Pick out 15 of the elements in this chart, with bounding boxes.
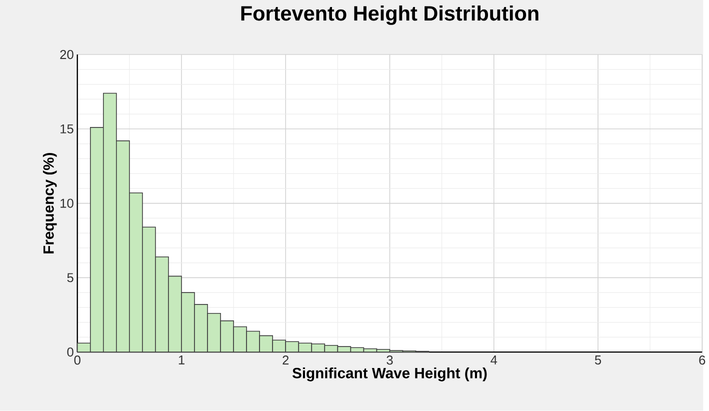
y-tick-label: 0 [67,348,74,357]
x-axis-title: Significant Wave Height (m) [292,368,487,382]
y-axis-title: Frequency (%) [42,153,57,254]
y-tick-label: 20 [60,50,74,60]
y-tick-label: 5 [67,273,74,282]
x-tick-label: 6 [699,356,706,365]
chart-title: Fortevento Height Distribution [241,6,538,26]
x-tick-label: 0 [74,356,80,365]
x-tick-label: 5 [594,356,602,365]
x-tick-label: 2 [282,356,289,365]
x-tick-label: 3 [386,356,393,365]
x-tick-label: 4 [490,356,498,365]
y-tick-label: 15 [60,124,74,134]
y-tick-label: 10 [60,198,74,208]
x-tick-label: 1 [178,356,184,365]
